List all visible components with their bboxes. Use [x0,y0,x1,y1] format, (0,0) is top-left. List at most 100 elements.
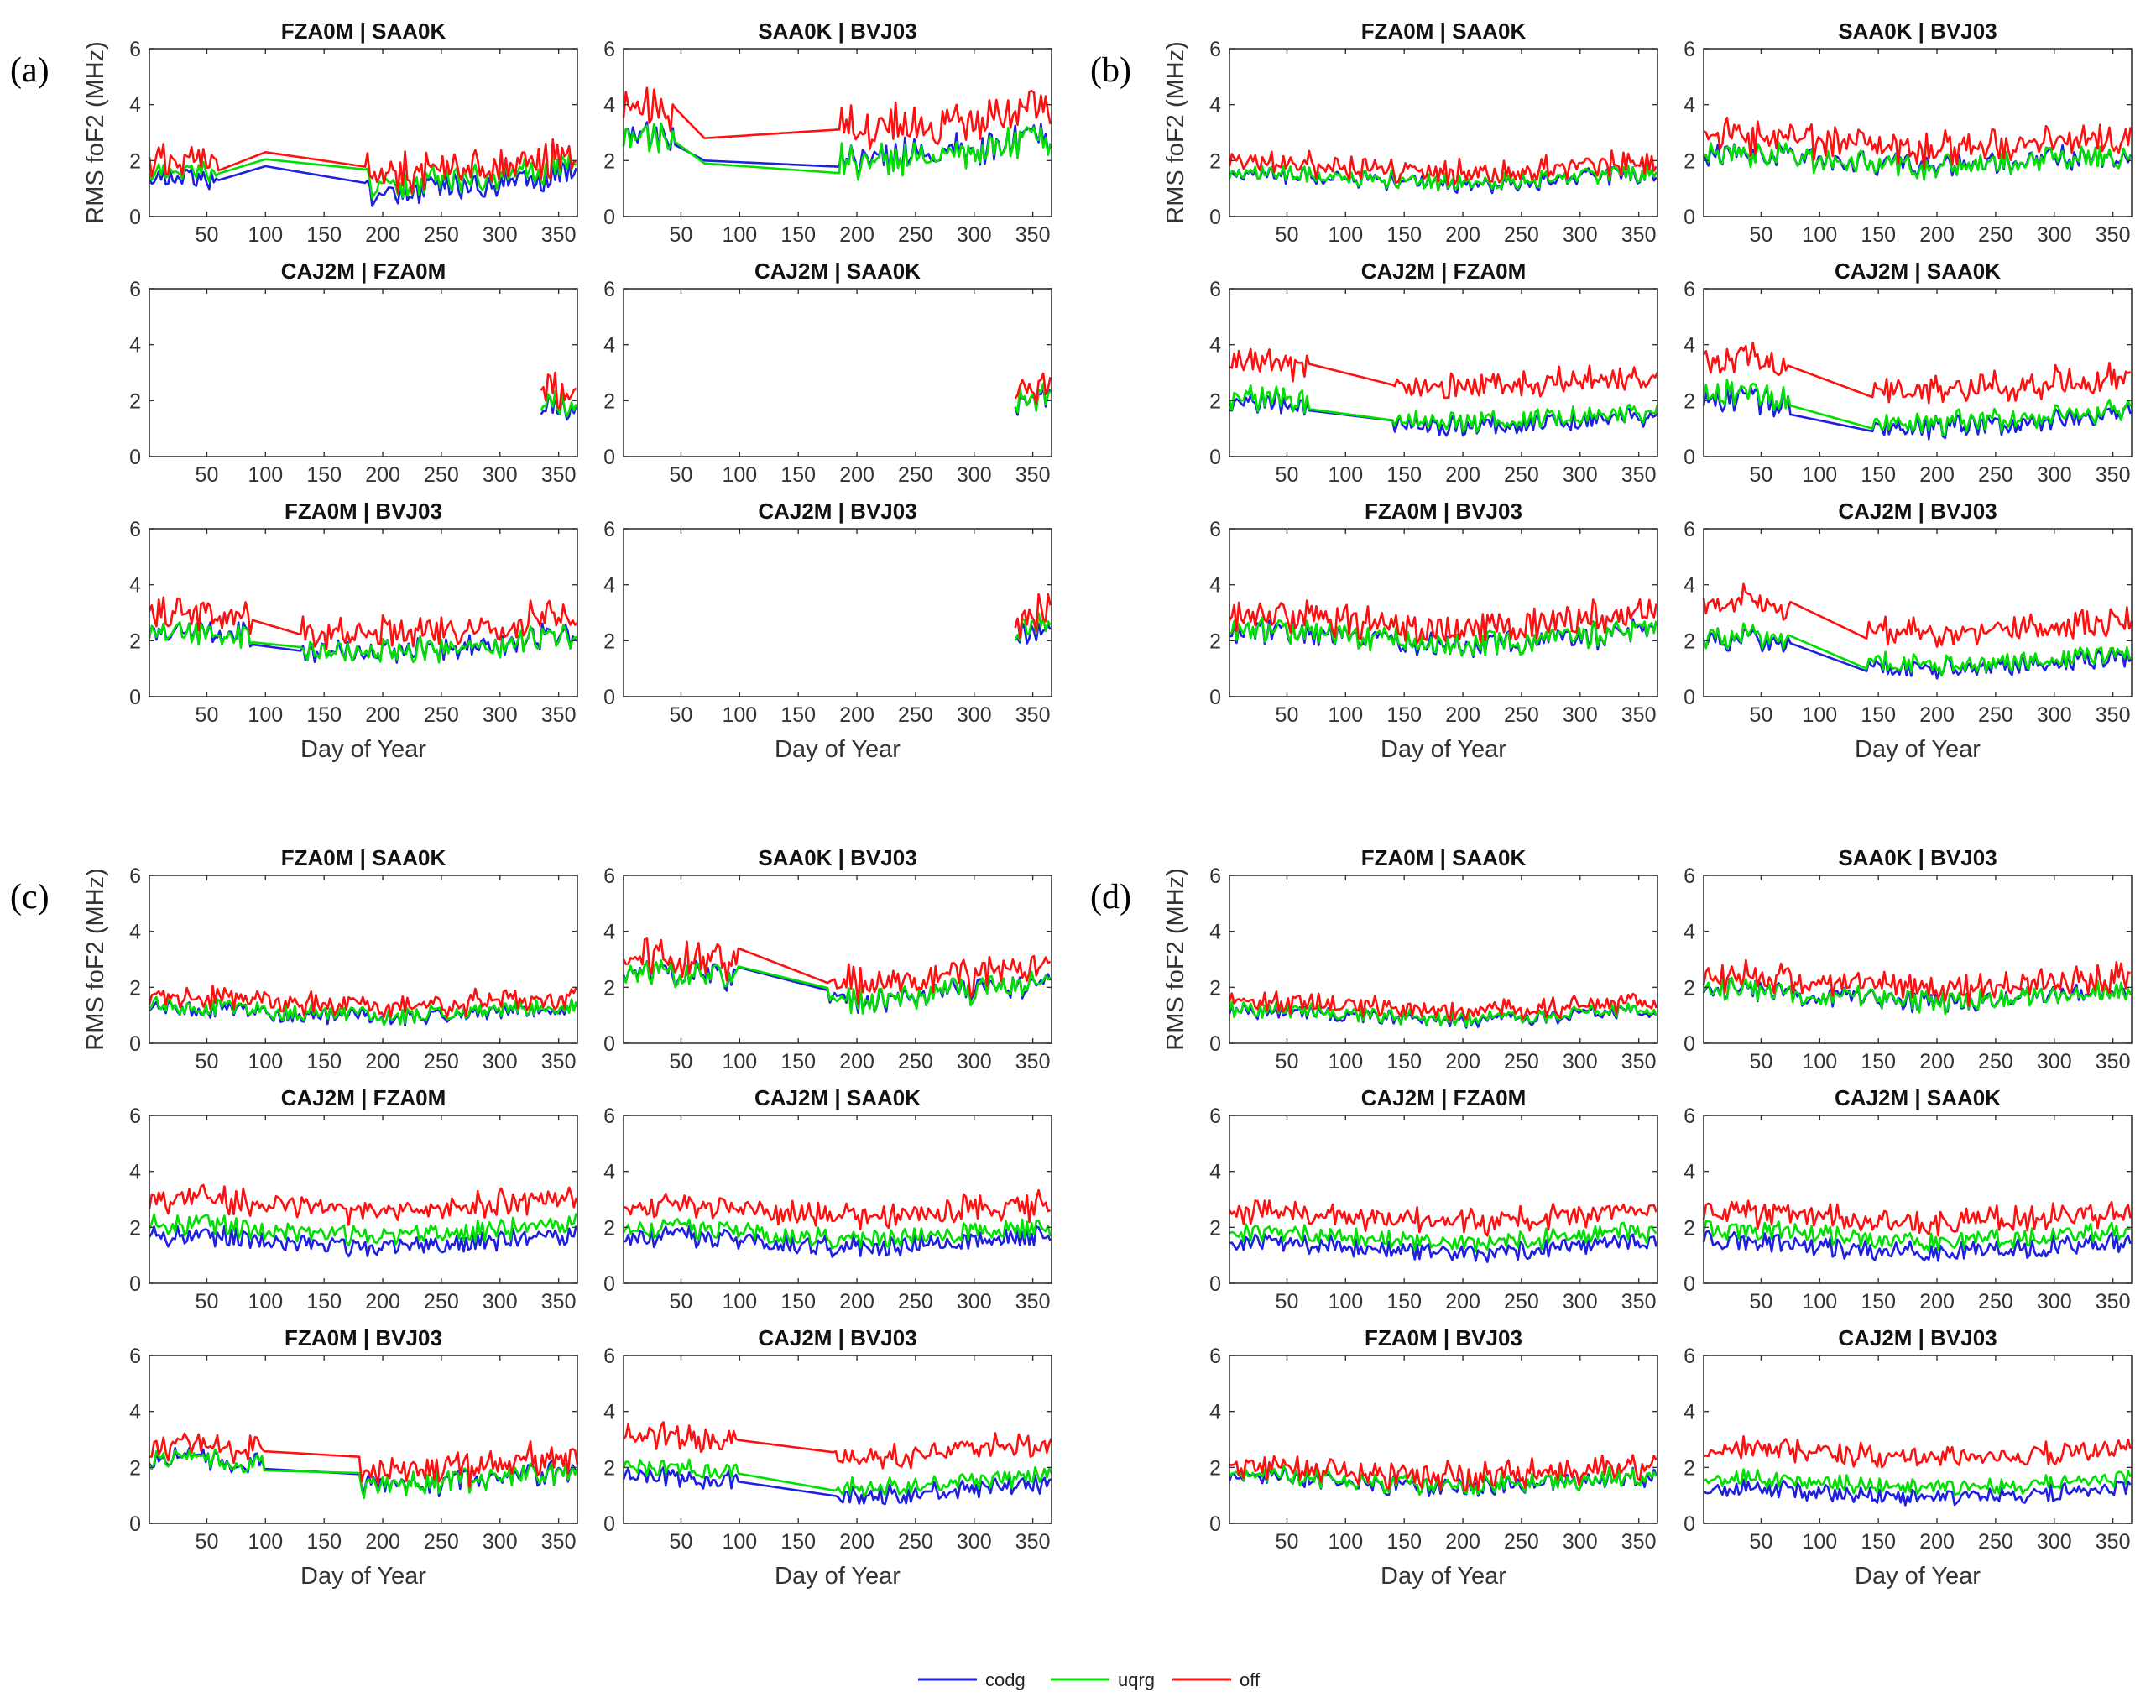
y-tick-label: 0 [1209,1272,1221,1296]
y-tick-label: 0 [603,206,615,229]
y-tick-label: 4 [129,921,141,944]
x-tick-label: 350 [1015,703,1051,727]
subplot-title: FZA0M | BVJ03 [285,1325,442,1350]
legend-label-off: off [1240,1669,1261,1690]
series-line-codg [148,1225,577,1258]
x-tick-label: 300 [2037,703,2072,727]
x-tick-label: 200 [839,463,874,487]
x-tick-label: 100 [1328,703,1363,727]
x-tick-label: 300 [2037,1290,2072,1314]
axes-box [1703,1355,2133,1524]
series-line-off [1702,582,2133,648]
x-tick-label: 250 [424,1050,459,1073]
x-tick-label: 150 [1386,223,1422,247]
axes-box [149,288,578,457]
x-tick-label: 200 [365,223,400,247]
subplot-title: SAA0K | BVJ03 [758,845,916,870]
x-tick-label: 200 [1919,223,1955,247]
y-tick-label: 6 [1684,518,1695,541]
y-tick-label: 0 [603,1512,615,1536]
x-tick-label: 300 [957,463,992,487]
subplot-title: SAA0K | BVJ03 [758,18,916,44]
y-tick-label: 2 [1684,1456,1695,1480]
series-line-uqrg [622,1458,1053,1497]
x-tick-label: 100 [248,703,283,727]
y-tick-label: 4 [1209,334,1221,358]
x-tick-label: 300 [2037,223,2072,247]
series-line-off [148,985,577,1018]
series-line-uqrg [148,153,577,200]
subplot-title: FZA0M | BVJ03 [1365,499,1522,524]
axes-box [1703,528,2133,697]
y-tick-label: 0 [603,446,615,469]
x-tick-label: 200 [839,1050,874,1073]
y-tick-label: 6 [1684,1345,1695,1368]
x-tick-label: 50 [1276,223,1299,247]
subplot: CAJ2M | BVJ03 50 100 150 200 250 300 350 0 2 4 6 Day… [603,1325,1053,1590]
subplot: CAJ2M | FZA0M 50 100 150 200 250 300 350 0 2 4 6 [1209,1085,1658,1314]
axes-box [1229,528,1658,697]
panel-label: (d) [1090,878,1131,917]
y-tick-label: 2 [1209,976,1221,1000]
x-tick-label: 100 [1328,463,1363,487]
y-tick-label: 6 [1209,1105,1221,1128]
x-tick-label: 50 [670,223,693,247]
x-tick-label: 50 [196,1050,219,1073]
y-tick-label: 2 [1684,149,1695,173]
series-line-off [1228,1199,1657,1237]
series-line-off [1702,958,2131,1007]
subplot-title: CAJ2M | SAA0K [1835,1085,2001,1110]
x-tick-label: 200 [1445,703,1480,727]
subplot: FZA0M | BVJ03 50 100 150 200 250 300 350 0 2 4 6 Day… [129,499,578,763]
y-tick-label: 0 [603,686,615,709]
x-tick-label: 50 [1750,223,1773,247]
x-tick-label: 250 [1504,1290,1539,1314]
y-tick-label: 6 [1684,1105,1695,1128]
series-line-uqrg [148,1213,577,1247]
series-line-off [622,937,1052,1005]
x-tick-label: 200 [1445,223,1480,247]
x-tick-label: 50 [1276,703,1299,727]
x-tick-label: 350 [2096,223,2131,247]
x-tick-label: 100 [1802,1290,1837,1314]
series-line-off [149,1432,579,1488]
y-tick-label: 6 [129,1105,141,1128]
y-tick-label: 6 [1209,518,1221,541]
series-line-off [540,371,577,410]
series-line-off [148,596,578,650]
x-tick-label: 200 [365,1050,400,1073]
series-line-off [148,138,577,195]
x-tick-label: 50 [196,463,219,487]
x-tick-label: 250 [1504,1050,1539,1073]
y-axis-label: RMS foF2 (MHz) [82,41,109,224]
series-line-codg [622,1465,1052,1506]
x-tick-label: 350 [541,703,577,727]
x-tick-label: 200 [1445,1530,1480,1554]
x-tick-label: 250 [1978,463,2013,487]
axes-box [1229,48,1658,217]
series-line-uqrg [1228,384,1659,433]
series-line-off [1014,593,1052,639]
subplot-title: CAJ2M | FZA0M [1361,259,1527,284]
x-tick-label: 350 [1015,1530,1051,1554]
subplot-title: CAJ2M | FZA0M [281,1085,446,1110]
x-tick-label: 350 [2096,463,2131,487]
x-tick-label: 100 [722,223,757,247]
series-line-uqrg [148,1448,579,1500]
y-tick-label: 6 [603,38,615,61]
y-tick-label: 2 [603,976,615,1000]
x-tick-label: 50 [1750,1290,1773,1314]
x-tick-label: 250 [1504,463,1539,487]
x-tick-label: 350 [1015,1050,1051,1073]
y-tick-label: 2 [129,629,141,653]
x-tick-label: 50 [670,1290,693,1314]
subplot: CAJ2M | FZA0M 50 100 150 200 250 300 350 0 2 4 6 [129,1085,578,1314]
x-tick-label: 300 [483,703,518,727]
axes-box [623,1115,1052,1284]
series-line-codg [148,160,577,207]
x-tick-label: 250 [1978,1290,2013,1314]
x-tick-label: 250 [424,223,459,247]
